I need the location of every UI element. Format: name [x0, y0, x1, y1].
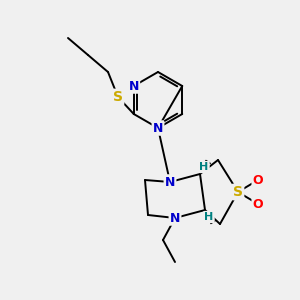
Text: O: O	[253, 173, 263, 187]
Text: N: N	[170, 212, 180, 224]
Text: N: N	[165, 176, 175, 188]
Text: O: O	[253, 197, 263, 211]
Text: S: S	[233, 185, 243, 199]
Text: N: N	[153, 122, 163, 134]
Text: H: H	[200, 162, 208, 172]
Text: H: H	[204, 212, 214, 222]
Text: S: S	[113, 90, 123, 104]
Text: N: N	[129, 80, 139, 92]
